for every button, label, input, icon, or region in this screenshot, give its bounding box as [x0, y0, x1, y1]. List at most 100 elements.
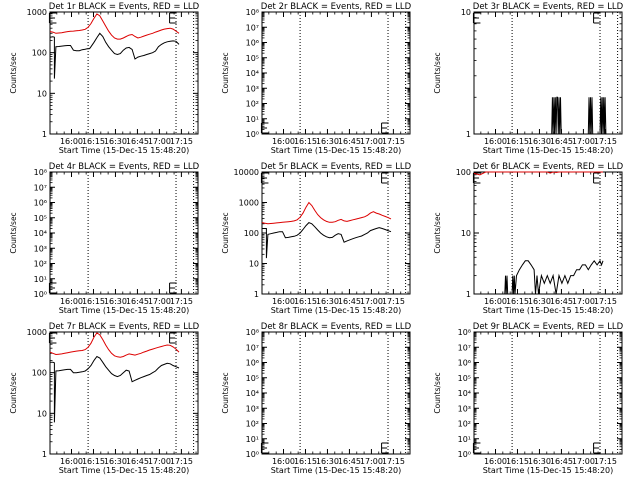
x-tick-label: 16:15: [294, 137, 317, 146]
y-tick-label: 10⁸: [458, 328, 471, 337]
x-tick-label: 16:45: [338, 297, 361, 306]
y-tick-label: 10⁴: [246, 389, 259, 398]
x-tick-label: 17:00: [360, 297, 383, 306]
y-tick-label: 10⁵: [246, 374, 259, 383]
y-axis-label: Counts/sec: [221, 212, 230, 253]
y-tick-label: 1: [42, 130, 47, 139]
y-axis-label: Counts/sec: [9, 212, 18, 253]
x-tick-label: 16:15: [82, 137, 105, 146]
detector-panel-8: Det 8r BLACK = Events, RED = LLD 10⁰ 10¹ 10…: [221, 322, 412, 475]
x-axis-label: Start Time (15-Dec-15 15:48:20): [271, 146, 402, 155]
x-tick-label: 16:30: [104, 297, 127, 306]
y-axis-label: Counts/sec: [221, 372, 230, 413]
y-tick-label: 10⁶: [246, 359, 259, 368]
y-axis-label: Counts/sec: [9, 372, 18, 413]
y-tick-label: 10⁴: [458, 389, 471, 398]
panel-title: Det 9r BLACK = Events, RED = LLD: [473, 322, 624, 332]
y-tick-label: 10⁰: [246, 450, 259, 459]
end-marker: [381, 172, 389, 184]
x-tick-label: 16:00: [60, 457, 83, 466]
panel-title: Det 1r BLACK = Events, RED = LLD: [49, 2, 200, 12]
start-marker: [48, 282, 57, 294]
x-tick-label: 16:00: [484, 457, 507, 466]
y-tick-label: 10: [249, 260, 259, 269]
y-tick-label: 10⁰: [246, 130, 259, 139]
series-lld: [261, 201, 392, 225]
x-tick-label: 16:30: [104, 457, 127, 466]
y-tick-label: 10⁷: [246, 343, 259, 352]
y-tick-label: 10²: [34, 260, 47, 269]
x-tick-label: 16:45: [126, 297, 149, 306]
x-tick-label: 16:15: [82, 457, 105, 466]
x-tick-label: 17:15: [170, 297, 193, 306]
x-tick-label: 16:45: [338, 137, 361, 146]
series-events: [50, 355, 180, 423]
series-events: [262, 222, 392, 259]
x-tick-label: 16:30: [316, 297, 339, 306]
x-tick-label: 17:00: [572, 137, 595, 146]
y-tick-label: 10⁴: [246, 69, 259, 78]
y-tick-label: 10⁰: [458, 450, 471, 459]
x-axis-label: Start Time (15-Dec-15 15:48:20): [271, 466, 402, 475]
panel-title: Det 7r BLACK = Events, RED = LLD: [49, 322, 200, 332]
start-marker: [48, 12, 57, 24]
start-marker: [472, 172, 481, 184]
end-marker: [593, 172, 601, 184]
x-tick-label: 16:30: [528, 457, 551, 466]
y-tick-label: 10⁶: [34, 199, 47, 208]
y-tick-label: 10²: [246, 100, 259, 109]
x-tick-label: 17:00: [148, 457, 171, 466]
y-tick-label: 10⁸: [246, 328, 259, 337]
x-tick-label: 17:15: [382, 297, 405, 306]
x-tick-label: 16:30: [316, 457, 339, 466]
detector-panel-5: Det 5r BLACK = Events, RED = LLD 1 10 100 10…: [221, 162, 412, 315]
y-tick-label: 100: [32, 369, 47, 378]
y-tick-label: 1000: [27, 8, 47, 17]
end-marker: [169, 12, 177, 24]
panel-title: Det 2r BLACK = Events, RED = LLD: [261, 2, 412, 12]
y-tick-label: 10⁷: [34, 183, 47, 192]
panel-title: Det 8r BLACK = Events, RED = LLD: [261, 322, 412, 332]
end-marker: [169, 332, 177, 344]
x-tick-label: 16:15: [294, 297, 317, 306]
x-tick-label: 16:30: [528, 297, 551, 306]
x-tick-label: 16:00: [60, 297, 83, 306]
x-tick-label: 16:45: [550, 457, 573, 466]
end-marker: [593, 12, 601, 24]
end-marker: [381, 122, 389, 134]
detector-panel-7: Det 7r BLACK = Events, RED = LLD 1 10 100 10…: [9, 322, 200, 475]
x-axis-label: Start Time (15-Dec-15 15:48:20): [483, 306, 614, 315]
y-tick-label: 10⁸: [246, 8, 259, 17]
y-tick-label: 10¹: [246, 435, 259, 444]
series-lld: [473, 171, 603, 176]
y-tick-label: 10⁵: [34, 214, 47, 223]
x-tick-label: 17:15: [382, 137, 405, 146]
end-marker: [593, 442, 601, 454]
plot-frame: [49, 11, 199, 135]
x-tick-label: 16:30: [104, 137, 127, 146]
series-events: [49, 32, 180, 79]
y-tick-label: 1: [254, 290, 259, 299]
x-tick-label: 17:15: [594, 297, 617, 306]
y-tick-label: 100: [244, 229, 259, 238]
detector-panel-3: Det 3r BLACK = Events, RED = LLD 1 10 Count…: [433, 2, 624, 155]
x-tick-label: 16:00: [60, 137, 83, 146]
y-axis-label: Counts/sec: [221, 52, 230, 93]
y-tick-label: 10⁵: [458, 374, 471, 383]
x-tick-label: 17:15: [594, 137, 617, 146]
y-tick-label: 10: [37, 89, 47, 98]
x-tick-label: 16:15: [506, 137, 529, 146]
y-tick-label: 10³: [246, 84, 259, 93]
y-tick-label: 100: [32, 49, 47, 58]
x-axis-label: Start Time (15-Dec-15 15:48:20): [271, 306, 402, 315]
y-tick-label: 10¹: [34, 275, 47, 284]
y-tick-label: 10: [461, 229, 471, 238]
x-tick-label: 17:15: [382, 457, 405, 466]
panel-title: Det 3r BLACK = Events, RED = LLD: [473, 2, 624, 12]
x-tick-label: 16:15: [506, 297, 529, 306]
panel-title: Det 5r BLACK = Events, RED = LLD: [261, 162, 412, 172]
y-tick-label: 10⁶: [246, 39, 259, 48]
x-tick-label: 16:15: [82, 297, 105, 306]
x-tick-label: 17:00: [572, 457, 595, 466]
x-tick-label: 16:30: [528, 137, 551, 146]
